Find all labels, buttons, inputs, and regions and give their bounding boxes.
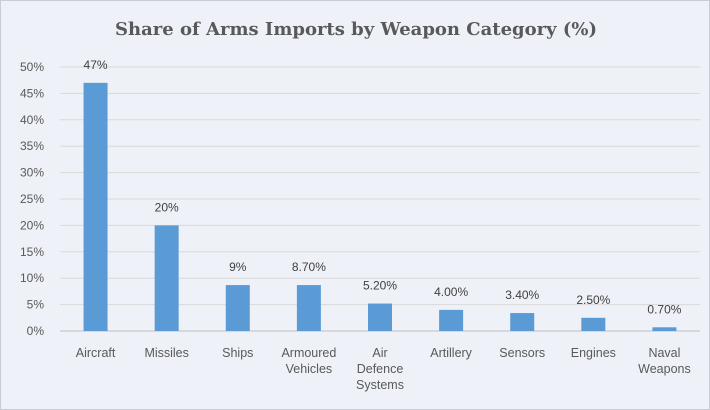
- y-tick-label: 45%: [20, 86, 44, 100]
- y-axis-ticks: 0% 5% 10% 15% 20% 25% 30% 35% 40% 45% 50%: [20, 60, 44, 338]
- bars: [83, 82, 677, 331]
- data-label: 5.20%: [363, 279, 397, 293]
- y-tick-label: 15%: [20, 245, 44, 259]
- x-tick-label: Missiles: [144, 346, 188, 360]
- data-label: 2.50%: [576, 293, 610, 307]
- x-tick-label: Aircraft: [76, 346, 116, 360]
- bar: [225, 285, 250, 331]
- x-tick-label: Ships: [222, 346, 253, 360]
- bar: [368, 303, 392, 331]
- x-tick-label: Air Defence Systems: [356, 346, 404, 392]
- data-label: 9%: [229, 260, 247, 274]
- y-tick-label: 30%: [20, 166, 44, 180]
- bar: [652, 327, 677, 331]
- data-labels: 47% 20% 9% 8.70% 5.20% 4.00% 3.40% 2.50% 0.70%: [84, 58, 682, 316]
- category-labels: Aircraft Missiles Ships Armoured Vehicles Air…: [76, 346, 691, 392]
- x-tick-label: Engines: [571, 346, 616, 360]
- x-tick-label: Naval Weapons: [638, 346, 691, 376]
- bar: [296, 285, 321, 331]
- bar: [510, 313, 535, 331]
- data-label: 47%: [84, 58, 108, 72]
- chart-title: Share of Arms Imports by Weapon Category…: [115, 19, 597, 40]
- y-tick-label: 20%: [20, 218, 44, 232]
- y-tick-label: 50%: [20, 60, 44, 74]
- y-tick-label: 25%: [20, 192, 44, 206]
- bar: [154, 225, 179, 331]
- y-tick-label: 5%: [27, 298, 45, 312]
- data-label: 8.70%: [292, 260, 326, 274]
- data-label: 3.40%: [505, 288, 539, 302]
- x-tick-label: Sensors: [499, 346, 545, 360]
- y-tick-label: 0%: [27, 324, 45, 338]
- data-label: 0.70%: [647, 302, 681, 316]
- data-label: 20%: [155, 200, 179, 214]
- y-tick-label: 10%: [20, 271, 44, 285]
- bar: [439, 309, 464, 331]
- y-tick-label: 35%: [20, 139, 44, 153]
- bar: [581, 317, 606, 331]
- bar: [83, 82, 108, 331]
- y-tick-label: 40%: [20, 113, 44, 127]
- data-label: 4.00%: [434, 285, 468, 299]
- x-tick-label: Artillery: [430, 346, 472, 360]
- x-tick-label: Armoured Vehicles: [281, 346, 336, 376]
